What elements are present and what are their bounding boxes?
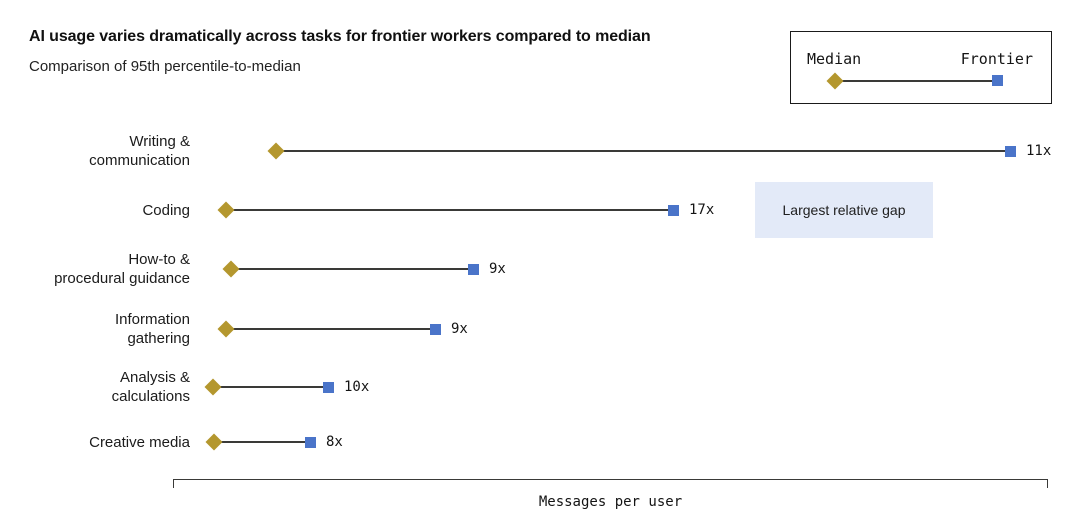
x-axis-bracket [173,479,1048,488]
frontier-square-marker [468,263,479,275]
legend-connector-line [835,80,997,82]
frontier-square-marker [430,323,441,335]
connector-line [231,268,473,270]
category-label: Writing & communication [89,133,190,169]
frontier-square-marker [323,381,334,393]
median-diamond-marker [217,201,235,219]
chart-title: AI usage varies dramatically across task… [29,28,651,45]
connector-line [226,209,673,211]
category-label: Information gathering [114,311,190,347]
legend: Median Frontier [790,31,1052,104]
gap-multiplier-label: 17x [689,202,715,218]
category-label: Coding [142,201,190,219]
legend-median-label: Median [807,50,862,68]
gap-multiplier-label: 8x [326,434,343,450]
median-diamond-marker [205,433,223,451]
category-label: How-to & procedural guidance [54,251,190,287]
largest-gap-annotation: Largest relative gap [755,182,933,238]
frontier-square-marker [305,436,316,448]
median-diamond-marker [204,378,222,396]
connector-line [276,150,1010,152]
gap-multiplier-label: 10x [344,379,370,395]
category-label: Creative media [89,433,190,451]
frontier-square-marker [668,204,679,216]
connector-line [213,386,328,388]
legend-median-diamond-icon [826,72,844,90]
category-label: Analysis & calculations [111,369,190,405]
median-diamond-marker [267,142,285,160]
chart-subtitle: Comparison of 95th percentile-to-median [29,58,301,75]
gap-multiplier-label: 9x [451,321,468,337]
x-axis-label: Messages per user [538,494,683,510]
gap-multiplier-label: 9x [489,261,506,277]
frontier-square-marker [1005,145,1016,157]
legend-frontier-label: Frontier [960,50,1033,68]
median-diamond-marker [217,320,235,338]
legend-frontier-square-icon [992,75,1003,86]
gap-multiplier-label: 11x [1026,143,1052,159]
connector-line [214,441,310,443]
connector-line [226,328,435,330]
median-diamond-marker [222,260,240,278]
